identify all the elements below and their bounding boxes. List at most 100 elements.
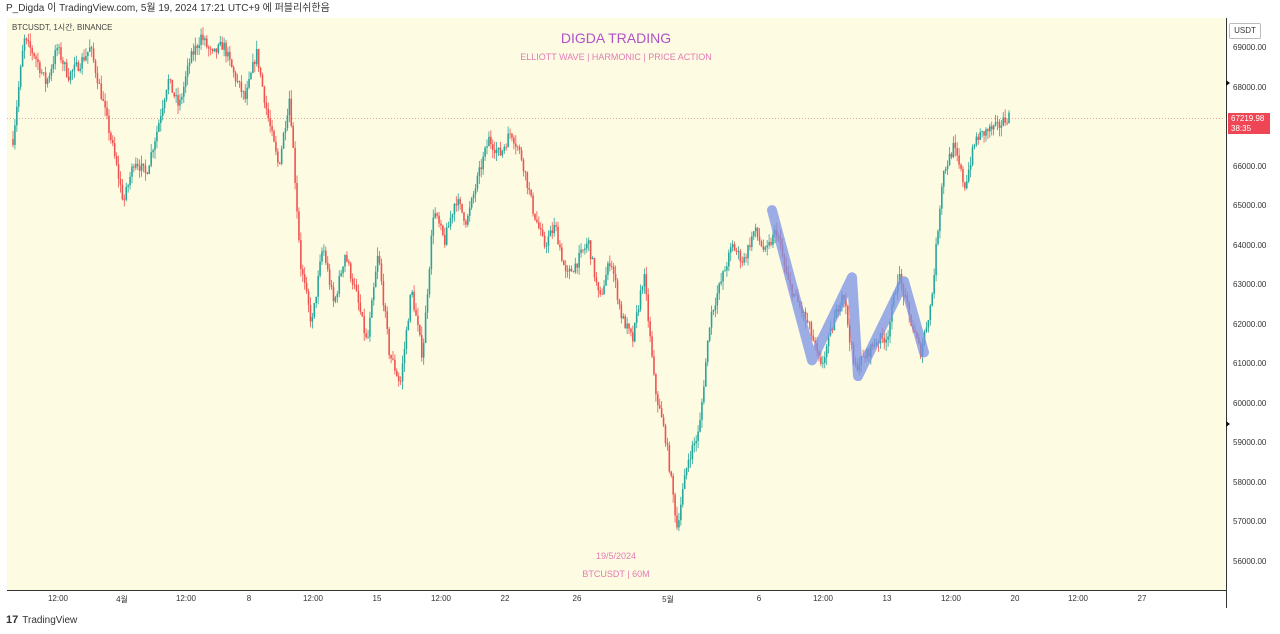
candle — [447, 221, 450, 228]
candle — [390, 354, 392, 364]
candle — [255, 40, 258, 67]
candle — [396, 368, 398, 377]
candle — [248, 71, 250, 90]
candle — [520, 146, 523, 162]
candle — [823, 351, 826, 369]
candle — [129, 171, 131, 190]
candle — [261, 72, 264, 88]
candle — [948, 147, 951, 166]
candle — [117, 155, 120, 188]
candle — [192, 43, 195, 61]
time-tick-label: 4월 — [116, 595, 128, 604]
candle — [960, 163, 962, 172]
candle — [92, 42, 95, 63]
candle — [491, 139, 494, 159]
time-tick-label: 12:00 — [47, 594, 69, 603]
candle — [374, 265, 377, 288]
candle — [411, 289, 413, 298]
candle — [887, 330, 889, 347]
candle — [64, 61, 66, 72]
candle — [146, 171, 149, 175]
candle — [983, 131, 985, 143]
price-tick-label: 59000.00 — [1233, 438, 1267, 448]
candle — [150, 143, 152, 168]
candle — [770, 237, 772, 247]
candle — [275, 136, 277, 156]
candle — [657, 391, 659, 413]
candle — [760, 239, 763, 248]
candle — [288, 90, 291, 123]
candle — [453, 202, 456, 222]
candle — [620, 300, 623, 324]
candle — [169, 78, 172, 84]
candle — [695, 435, 697, 452]
alert-marker-icon[interactable] — [1226, 80, 1230, 86]
candle — [743, 252, 745, 266]
candle — [1000, 120, 1003, 137]
candle — [252, 53, 254, 74]
candle — [161, 100, 164, 121]
candle — [438, 212, 440, 228]
candle — [382, 273, 385, 312]
time-axis[interactable] — [7, 590, 1226, 609]
candle — [724, 266, 726, 272]
candle — [612, 263, 615, 283]
candle — [332, 282, 335, 307]
candle — [463, 211, 465, 226]
candle — [165, 89, 168, 102]
candle — [990, 121, 993, 136]
candle — [305, 276, 308, 294]
candle — [142, 163, 145, 173]
candle — [467, 213, 469, 227]
chart-area[interactable]: BTCUSDT, 1시간, BINANCE DIGDA TRADING ELLI… — [7, 18, 1225, 590]
candle — [762, 239, 765, 253]
candle — [342, 266, 344, 278]
candle — [514, 135, 517, 155]
candle — [336, 290, 339, 303]
candle — [1004, 109, 1006, 126]
candle — [643, 268, 646, 294]
candle — [225, 39, 227, 63]
candle — [449, 210, 452, 230]
price-chart[interactable] — [7, 18, 1225, 590]
candle — [996, 115, 999, 131]
time-tick-label: 12:00 — [940, 594, 962, 603]
candle — [399, 376, 402, 386]
candle — [946, 160, 949, 175]
candle — [386, 306, 389, 335]
candle — [468, 201, 471, 222]
candle — [219, 35, 222, 47]
candle — [584, 243, 586, 255]
candle — [681, 483, 684, 508]
candle — [171, 79, 174, 93]
candle — [42, 71, 45, 76]
candle — [495, 141, 498, 162]
candle — [207, 45, 210, 57]
candle — [574, 257, 577, 274]
candle — [472, 190, 475, 204]
candle — [568, 265, 571, 280]
candle — [98, 78, 101, 85]
currency-button[interactable]: USDT — [1229, 23, 1261, 39]
time-tick-label: 12:00 — [302, 594, 324, 603]
candle — [323, 244, 325, 256]
candle — [969, 156, 972, 178]
candle — [745, 253, 747, 263]
candle — [133, 163, 135, 173]
candle — [958, 148, 960, 169]
candle — [513, 135, 515, 150]
candle — [355, 278, 358, 292]
candle — [639, 284, 642, 312]
candle — [848, 318, 851, 352]
candle — [50, 64, 53, 82]
candle — [125, 182, 128, 202]
alert-marker-icon[interactable] — [1226, 421, 1230, 427]
candle — [722, 269, 724, 291]
candle — [459, 196, 461, 210]
candle — [257, 48, 260, 73]
candle — [820, 350, 822, 367]
candle — [806, 312, 809, 324]
candle — [632, 325, 634, 348]
last-price-tag: 67219.98 38:35 — [1228, 113, 1270, 134]
candle — [60, 42, 62, 64]
